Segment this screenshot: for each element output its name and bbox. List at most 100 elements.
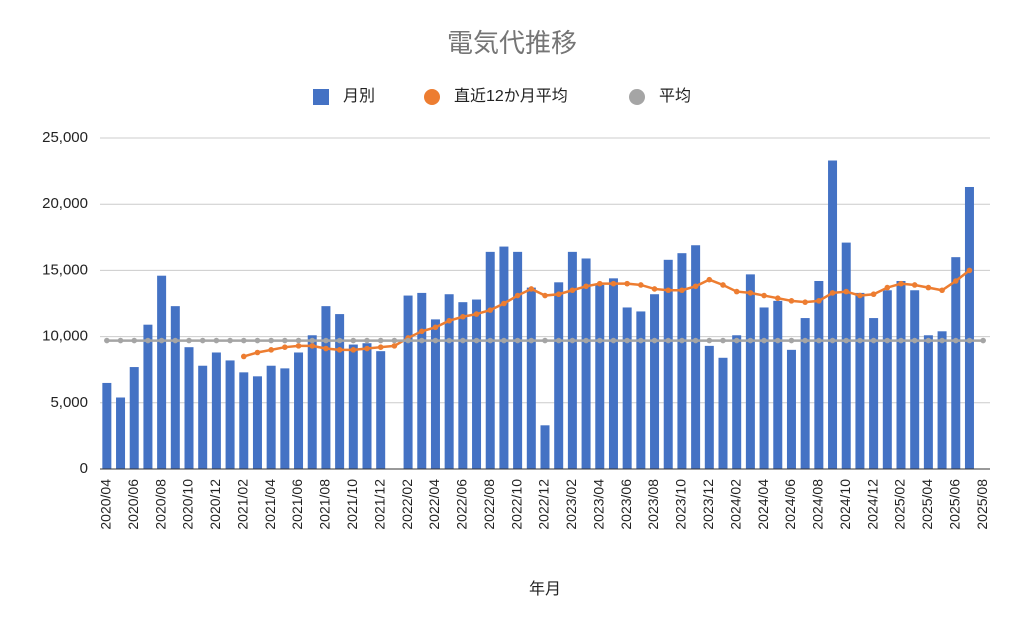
line-point [596, 337, 603, 344]
bar [882, 290, 892, 469]
line-point [555, 291, 562, 298]
bar [786, 349, 796, 469]
line-point [158, 337, 165, 344]
line-point [473, 337, 480, 344]
line-point [336, 347, 343, 353]
legend-swatch [629, 89, 645, 105]
legend-label: 平均 [659, 87, 691, 105]
bar [622, 307, 632, 469]
line-point [733, 288, 740, 295]
x-tick-label: 2021/02 [234, 479, 250, 530]
line-point [720, 282, 726, 288]
line-point [583, 283, 589, 290]
line-point [254, 337, 261, 344]
legend-swatch [424, 89, 440, 105]
x-tick-label: 2020/06 [125, 479, 141, 530]
line-point [186, 337, 192, 344]
bar [526, 287, 536, 469]
bar [540, 425, 550, 469]
x-tick-label: 2022/08 [481, 479, 497, 530]
x-tick-label: 2023/02 [563, 479, 579, 530]
bar [732, 335, 742, 469]
line-point [350, 347, 357, 353]
line-point [706, 276, 713, 283]
bar [513, 251, 523, 469]
line-point [514, 292, 521, 299]
line-point [227, 337, 233, 344]
line-point [692, 283, 699, 290]
line-point [309, 343, 316, 349]
bar [595, 284, 605, 469]
line-point [501, 300, 507, 307]
x-tick-label: 2022/06 [454, 479, 470, 530]
x-tick-label: 2021/04 [262, 479, 278, 530]
x-tick-label: 2022/12 [536, 479, 552, 530]
y-tick-label: 5,000 [50, 394, 88, 411]
y-tick-label: 25,000 [42, 129, 88, 146]
line-point [651, 286, 658, 292]
line-point [569, 337, 576, 344]
line-point [952, 278, 959, 284]
bar [499, 246, 509, 469]
x-tick-label: 2023/04 [590, 479, 606, 530]
line-point [213, 337, 220, 344]
line-point [542, 337, 548, 344]
line-point [966, 337, 973, 344]
bar [554, 282, 564, 469]
x-tick-label: 2020/04 [98, 479, 114, 530]
bar [170, 306, 180, 469]
bar [896, 280, 906, 469]
y-tick-label: 0 [80, 460, 88, 477]
line-point [268, 337, 274, 344]
x-axis-label: 年月 [529, 580, 561, 598]
line-point [555, 337, 562, 344]
legend-label: 直近12か月平均 [454, 87, 568, 105]
bar [663, 259, 673, 469]
line-point [117, 337, 124, 344]
line-point [761, 292, 767, 299]
line-point [583, 337, 589, 344]
bar [581, 258, 591, 469]
bar [116, 397, 126, 469]
line-point [898, 280, 904, 287]
line-point [788, 298, 795, 304]
bar [157, 275, 167, 469]
bar [198, 365, 208, 469]
legend-swatch [313, 89, 329, 105]
chart-title: 電気代推移 [447, 28, 577, 58]
line-point [816, 337, 822, 344]
line-point [651, 337, 658, 344]
line-point [952, 337, 959, 344]
x-tick-label: 2024/08 [810, 479, 826, 530]
line-point [240, 353, 247, 360]
bar [280, 368, 290, 469]
x-tick-label: 2021/08 [317, 479, 333, 530]
line-point [816, 298, 822, 304]
bar [718, 357, 728, 469]
line-point [679, 287, 685, 294]
bar [910, 290, 920, 469]
line-point [514, 337, 521, 344]
line-point [391, 337, 398, 344]
line-point [980, 337, 986, 344]
bar [800, 318, 810, 469]
line-point [843, 337, 850, 344]
bar [869, 318, 879, 469]
line-point [460, 337, 466, 344]
line-point [528, 337, 535, 344]
x-tick-label: 2021/12 [371, 479, 387, 530]
y-tick-label: 15,000 [42, 261, 88, 278]
line-point [925, 337, 932, 344]
bar [677, 253, 687, 469]
x-tick-label: 2021/10 [344, 479, 360, 530]
line-point [624, 337, 630, 344]
line-point [336, 337, 343, 344]
line-point [364, 337, 370, 344]
bar [129, 367, 139, 469]
bar [937, 331, 947, 469]
bar [608, 278, 618, 469]
bar [814, 280, 824, 469]
bar [348, 344, 358, 469]
line-point [665, 287, 672, 294]
